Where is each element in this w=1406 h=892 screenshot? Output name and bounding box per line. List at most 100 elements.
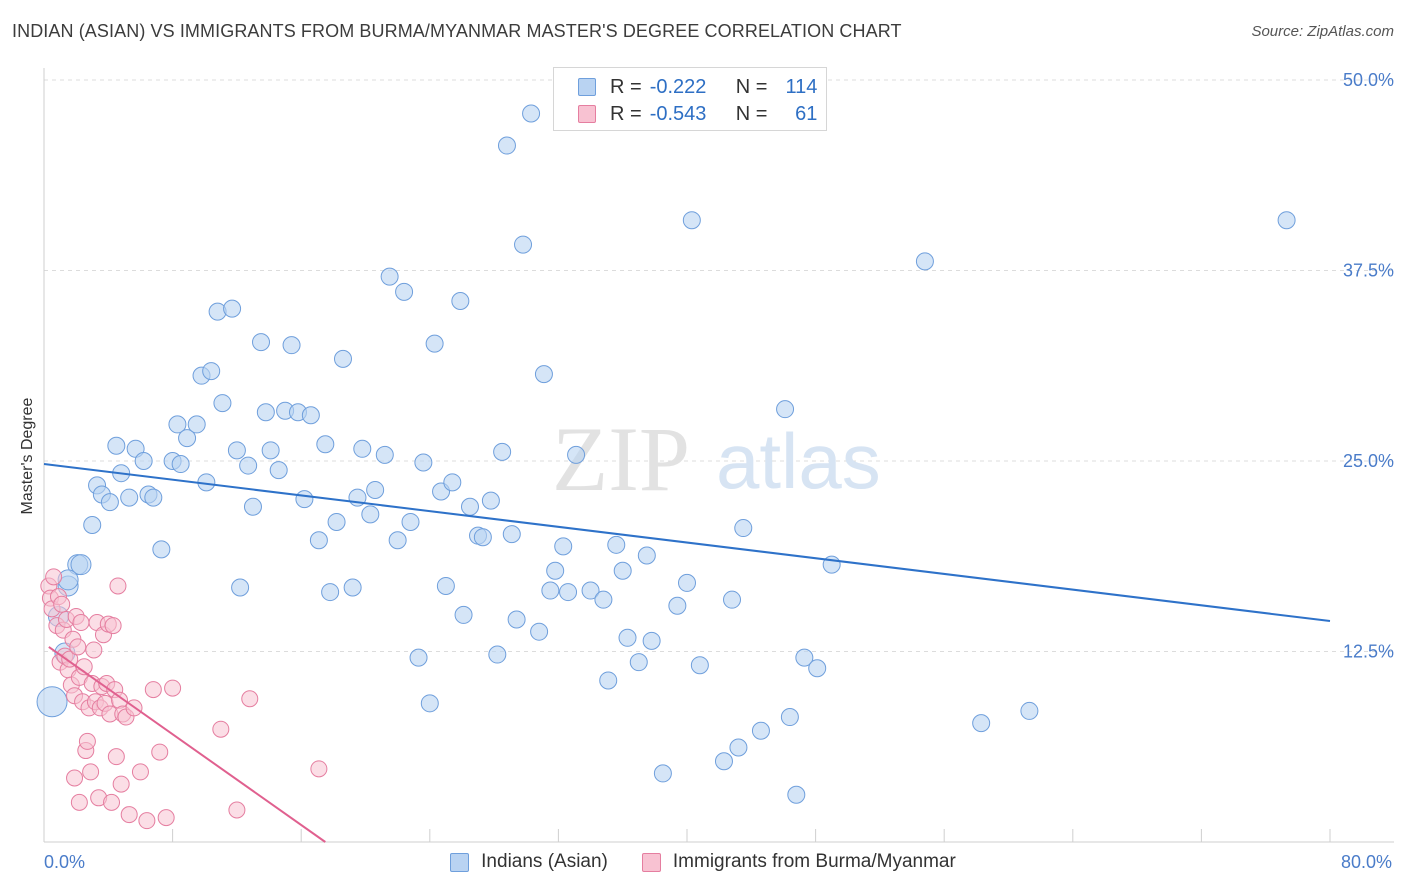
data-point-indians <box>261 441 280 460</box>
trend-line-burma <box>48 646 326 843</box>
chart-title: INDIAN (ASIAN) VS IMMIGRANTS FROM BURMA/… <box>12 21 902 41</box>
watermark: ZIP atlas <box>552 408 881 510</box>
data-point-indians <box>343 578 362 597</box>
data-point-indians <box>522 104 541 123</box>
data-point-indians <box>554 537 573 556</box>
data-point-indians <box>507 610 526 629</box>
data-point-indians <box>380 267 399 286</box>
y-tick-labels: 12.5% 25.0% 37.5% 50.0% <box>1343 70 1394 662</box>
data-point-indians <box>83 516 102 535</box>
data-point-burma <box>164 679 182 697</box>
data-point-burma <box>78 732 96 750</box>
legend-r-value: -0.543 <box>649 102 707 125</box>
data-point-indians <box>409 648 428 667</box>
data-point-indians <box>361 505 380 524</box>
data-point-indians <box>714 752 733 771</box>
data-point-indians <box>420 694 439 713</box>
data-point-indians <box>460 497 479 516</box>
legend-swatch-blue <box>578 78 596 96</box>
legend-label-indians: Indians (Asian) <box>481 851 608 872</box>
data-point-burma <box>104 617 122 635</box>
data-point-indians <box>780 708 799 727</box>
data-point-indians <box>223 299 242 318</box>
data-point-indians <box>541 581 560 600</box>
y-tick-label: 12.5% <box>1343 642 1394 662</box>
data-point-indians <box>723 590 742 609</box>
data-point-burma <box>66 769 84 787</box>
data-point-indians <box>546 561 565 580</box>
data-point-burma <box>53 595 71 613</box>
data-point-indians <box>613 561 632 580</box>
data-point-burma <box>70 793 88 811</box>
data-point-indians <box>443 473 462 492</box>
data-point-burma <box>82 763 100 781</box>
legend-item-burma[interactable]: Immigrants from Burma/Myanmar <box>641 851 956 873</box>
data-point-indians <box>353 439 372 458</box>
data-point-indians <box>493 442 512 461</box>
data-point-indians <box>107 436 126 455</box>
data-point-indians <box>227 441 246 460</box>
data-point-indians <box>690 656 709 675</box>
legend-r-label: R = <box>610 75 642 98</box>
data-point-indians <box>618 628 637 647</box>
data-point-indians <box>502 525 521 544</box>
data-point-indians <box>915 252 934 271</box>
y-tick-label: 50.0% <box>1343 70 1394 90</box>
data-point-indians <box>436 576 455 595</box>
data-point-indians <box>751 721 770 740</box>
data-point-indians <box>309 531 328 550</box>
legend-n-label: N = <box>735 102 768 125</box>
data-point-indians <box>481 491 500 510</box>
data-point-burma <box>310 760 328 778</box>
data-point-indians <box>534 365 553 384</box>
data-point-indians <box>152 540 171 559</box>
data-point-burma <box>212 720 230 738</box>
data-point-indians <box>454 605 473 624</box>
data-point-indians <box>425 334 444 353</box>
y-tick-label: 37.5% <box>1343 261 1394 281</box>
data-point-indians <box>594 590 613 609</box>
watermark-atlas: atlas <box>716 417 881 505</box>
data-point-indians <box>514 235 533 254</box>
data-point-indians <box>239 456 258 475</box>
data-point-indians <box>202 362 221 381</box>
data-point-burma <box>85 641 103 659</box>
data-point-indians <box>787 785 806 804</box>
legend-item-indians[interactable]: Indians (Asian) <box>450 851 608 873</box>
data-point-burma <box>103 793 121 811</box>
data-point-indians <box>295 490 314 509</box>
data-point-indians <box>972 714 991 733</box>
x-tick-label-max: 80.0% <box>1340 852 1392 872</box>
data-point-burma <box>241 690 259 708</box>
data-point-burma <box>120 806 138 824</box>
data-point-indians <box>171 455 190 474</box>
data-point-indians <box>734 519 753 538</box>
data-point-burma <box>144 681 162 699</box>
data-point-indians <box>327 512 346 531</box>
data-point-indians <box>144 488 163 507</box>
legend-label-burma: Immigrants from Burma/Myanmar <box>672 851 956 872</box>
data-point-indians <box>808 659 827 678</box>
data-point-burma <box>151 743 169 761</box>
data-point-burma <box>61 650 79 668</box>
data-point-indians <box>36 686 68 718</box>
data-point-burma <box>131 763 149 781</box>
data-point-indians <box>178 429 197 448</box>
legend-n-label: N = <box>735 75 768 98</box>
data-point-indians <box>134 452 153 470</box>
data-point-indians <box>282 336 301 355</box>
data-point-indians <box>120 488 139 507</box>
trend-line-indians <box>43 463 1331 623</box>
data-point-indians <box>366 480 385 499</box>
data-point-burma <box>112 775 130 793</box>
data-point-burma <box>138 812 156 830</box>
data-point-indians <box>607 535 626 554</box>
data-point-indians <box>599 671 618 690</box>
data-point-indians <box>269 461 288 480</box>
data-point-burma <box>45 568 63 586</box>
y-axis-label: Master's Degree <box>19 397 36 515</box>
data-point-indians <box>333 349 352 368</box>
data-point-indians <box>682 211 701 230</box>
data-point-indians <box>301 406 320 425</box>
